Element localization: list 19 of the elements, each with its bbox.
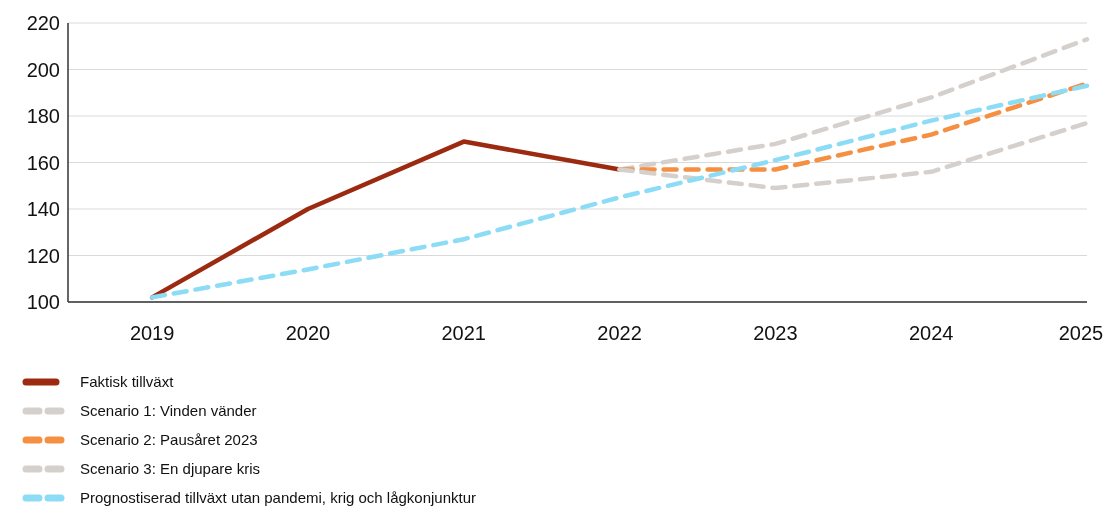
y-tick-label: 220	[26, 12, 60, 34]
y-tick-label: 140	[26, 198, 60, 220]
x-tick-label: 2021	[441, 322, 487, 344]
y-tick-label: 200	[26, 58, 60, 81]
y-tick-label: 100	[26, 291, 60, 313]
y-tick-label: 160	[26, 151, 60, 174]
legend-label: Faktisk tillväxt	[80, 373, 175, 391]
legend-label: Scenario 1: Vinden vänder	[80, 402, 257, 420]
x-tick-label: 2020	[285, 322, 331, 344]
legend-label: Scenario 3: En djupare kris	[80, 460, 261, 478]
x-tick-label: 2024	[908, 322, 954, 344]
x-tick-label: 2023	[753, 322, 798, 344]
x-tick-label: 2019	[129, 322, 175, 344]
legend-label: Prognostiserad tillväxt utan pandemi, krig och lågkonjunktur	[80, 489, 477, 507]
x-tick-label: 2025	[1058, 322, 1104, 344]
y-tick-label: 120	[26, 244, 60, 267]
y-tick-label: 180	[26, 105, 60, 127]
x-tick-label: 2022	[597, 322, 642, 344]
legend-label: Scenario 2: Pausåret 2023	[80, 431, 258, 449]
